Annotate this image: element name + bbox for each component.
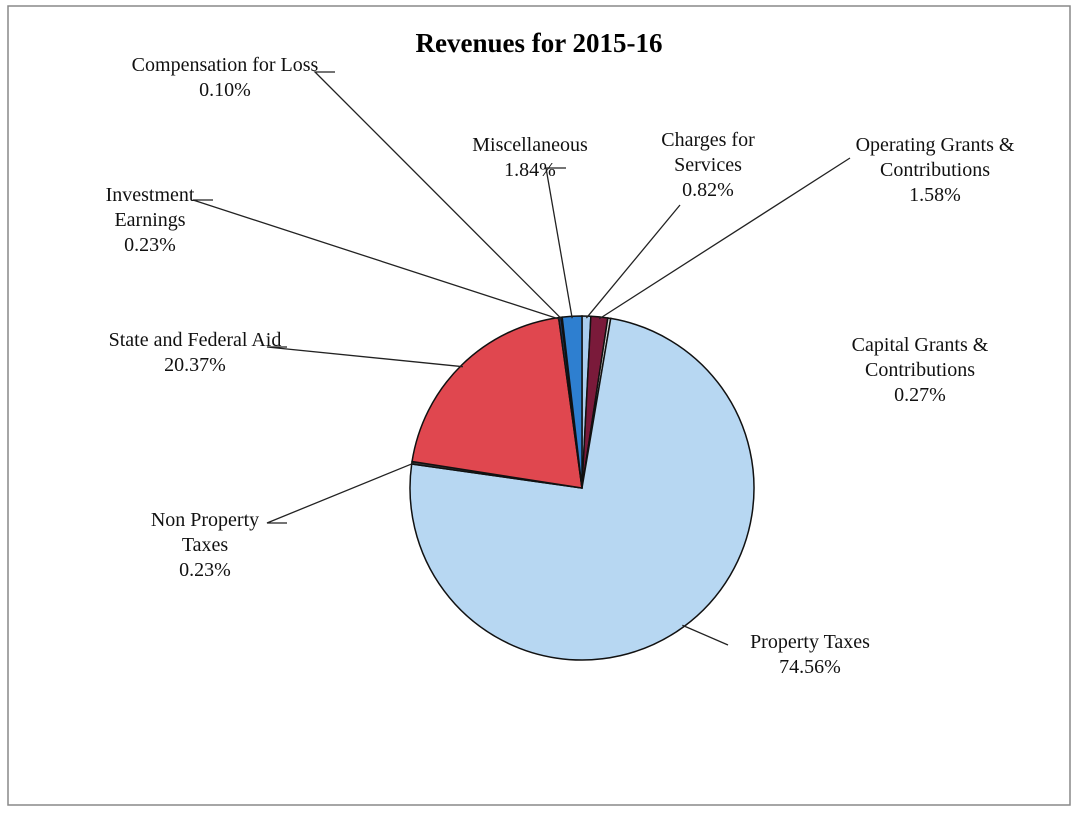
chart-title: Revenues for 2015-16	[415, 28, 663, 58]
chart-frame	[7, 5, 1071, 806]
slice-name: Miscellaneous	[472, 134, 588, 156]
slice-label: Operating Grants & Contributions 1.58%	[820, 133, 1050, 208]
slice-label: Capital Grants & Contributions 0.27%	[805, 333, 1035, 408]
leader-line	[545, 167, 573, 319]
slice-name: Investment Earnings	[105, 184, 195, 231]
slice-label: Investment Earnings 0.23%	[75, 183, 225, 258]
slice-value: 0.23%	[124, 234, 176, 256]
slice-name: Property Taxes	[750, 631, 870, 653]
leader-line	[266, 346, 463, 368]
slice-name: Capital Grants & Contributions	[851, 334, 989, 381]
leader-line	[682, 624, 729, 646]
slice-value: 0.27%	[894, 384, 946, 406]
leader-line	[598, 157, 851, 320]
slice-value: 20.37%	[164, 354, 226, 376]
slice-label: Property Taxes 74.56%	[710, 630, 910, 680]
slice-value: 0.10%	[199, 79, 251, 101]
slice-label: State and Federal Aid 20.37%	[100, 328, 290, 378]
slice-label: Non Property Taxes 0.23%	[130, 508, 280, 583]
slice-name: State and Federal Aid	[108, 329, 282, 351]
leader-line	[266, 462, 415, 524]
slice-value: 74.56%	[779, 656, 841, 678]
pie-slice	[411, 316, 583, 489]
slice-label: Miscellaneous 1.84%	[445, 133, 615, 183]
slice-value: 1.58%	[909, 184, 961, 206]
slice-label: Charges for Services 0.82%	[633, 128, 783, 203]
slice-name: Charges for Services	[661, 129, 755, 176]
slice-name: Non Property Taxes	[150, 509, 260, 556]
leader-line	[192, 199, 561, 321]
slice-value: 0.82%	[682, 179, 734, 201]
slice-label: Compensation for Loss 0.10%	[125, 53, 325, 103]
leader-line	[585, 204, 681, 319]
slice-name: Compensation for Loss	[131, 54, 319, 76]
slice-value: 1.84%	[504, 159, 556, 181]
slice-name: Operating Grants & Contributions	[855, 134, 1015, 181]
slice-value: 0.23%	[179, 559, 231, 581]
pie-slice	[409, 317, 755, 661]
leader-line	[313, 71, 563, 320]
